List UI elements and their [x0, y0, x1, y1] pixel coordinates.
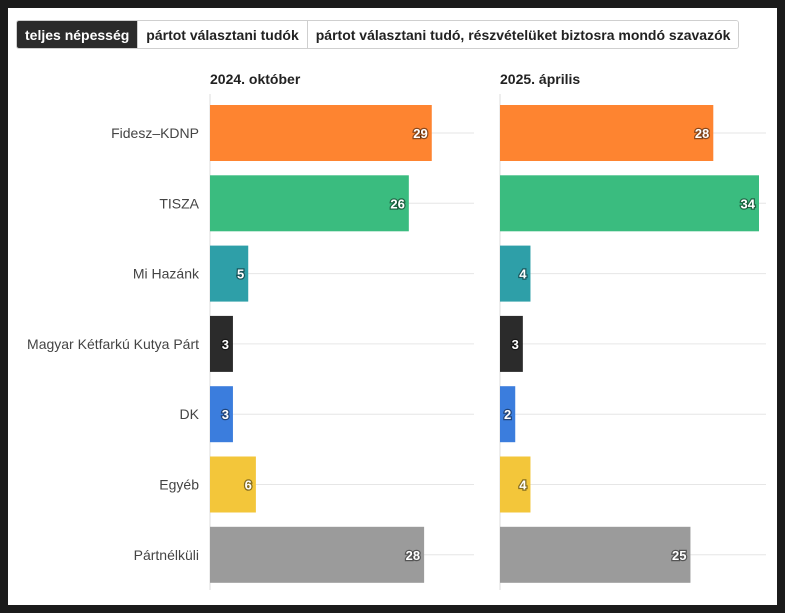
value-label: 3 — [512, 337, 519, 352]
panel-title: 2025. április — [500, 71, 580, 87]
bar — [500, 456, 531, 513]
value-label: 25 — [672, 548, 686, 563]
value-label: 28 — [695, 126, 709, 141]
bar — [210, 386, 233, 443]
bar — [210, 526, 425, 583]
bar — [500, 175, 759, 232]
value-label: 2 — [504, 407, 511, 422]
bar — [210, 175, 409, 232]
panel-title: 2024. október — [210, 71, 301, 87]
value-label: 3 — [222, 337, 229, 352]
tab-partot-valasztani-tudok[interactable]: pártot választani tudók — [138, 21, 308, 48]
bar — [500, 386, 516, 443]
bar — [210, 245, 249, 302]
category-label: TISZA — [159, 195, 199, 211]
value-label: 28 — [406, 548, 420, 563]
value-label: 26 — [390, 196, 404, 211]
tab-resztvevo-szavazok[interactable]: pártot választani tudó, részvételüket bi… — [307, 21, 739, 48]
bar — [500, 245, 531, 302]
value-label: 5 — [237, 267, 244, 282]
bar — [210, 315, 233, 372]
bar — [210, 456, 256, 513]
tab-bar: teljes népesség pártot választani tudók … — [16, 20, 740, 49]
tab-teljes-nepesseg[interactable]: teljes népesség — [17, 21, 139, 48]
category-label: Mi Hazánk — [133, 266, 200, 282]
value-label: 29 — [413, 126, 427, 141]
value-label: 34 — [741, 196, 756, 211]
bar — [500, 315, 523, 372]
category-label: Egyéb — [159, 477, 199, 493]
category-label: Magyar Kétfarkú Kutya Párt — [27, 336, 199, 352]
value-label: 3 — [222, 407, 229, 422]
category-label: Fidesz–KDNP — [111, 125, 199, 141]
value-label: 6 — [245, 478, 252, 493]
value-label: 4 — [519, 478, 527, 493]
bar — [500, 105, 714, 161]
category-label: Pártnélküli — [134, 547, 199, 563]
value-label: 4 — [519, 267, 527, 282]
category-label: DK — [180, 406, 200, 422]
bar — [210, 105, 432, 161]
bar — [500, 526, 691, 583]
